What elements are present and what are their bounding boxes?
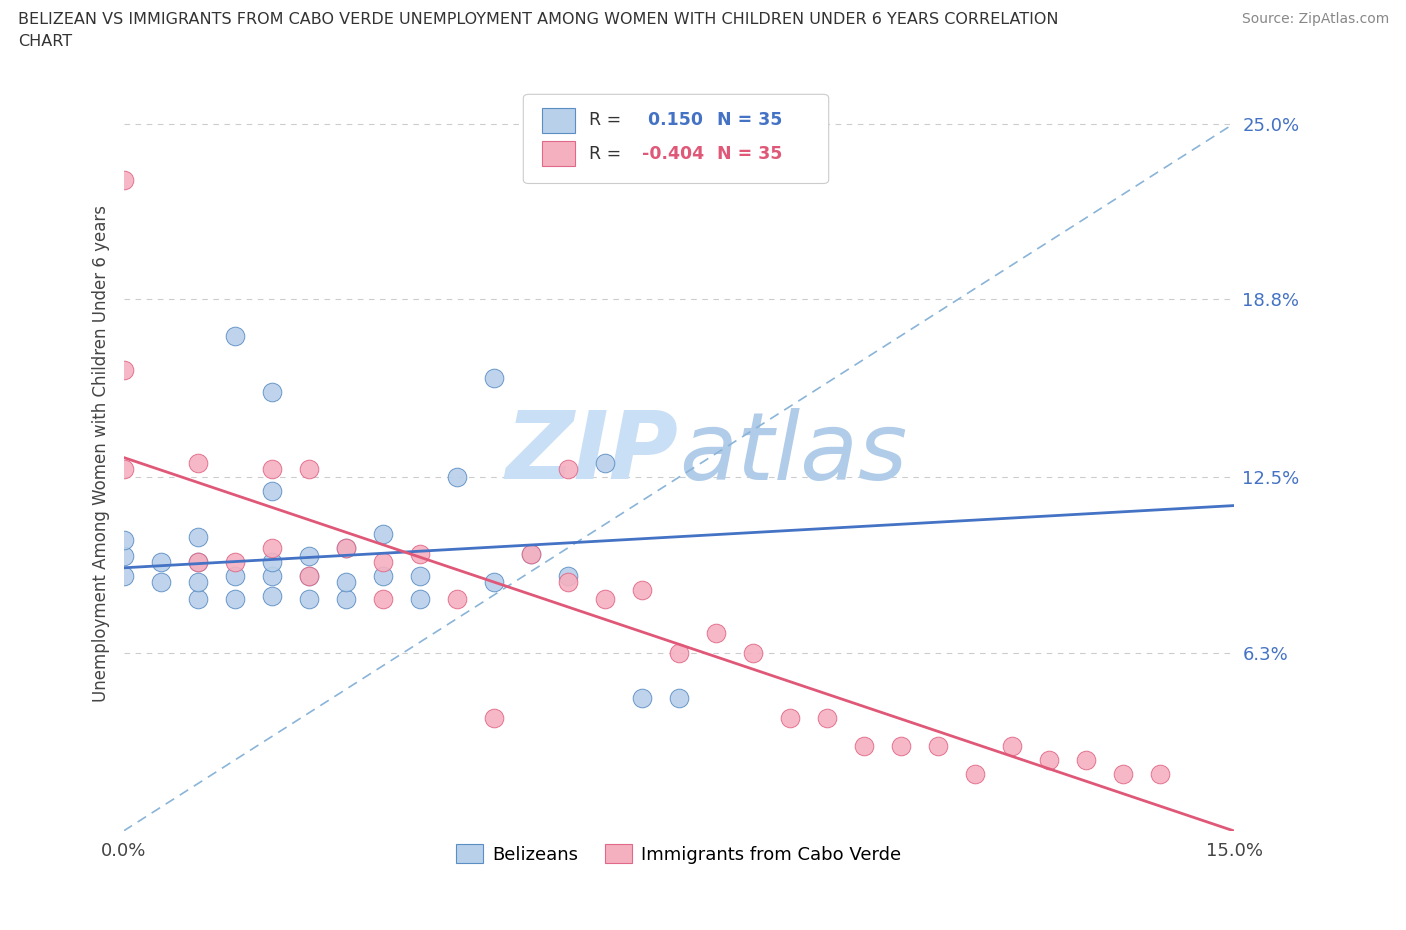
Point [335, 575, 357, 590]
Point [371, 591, 394, 606]
Point [519, 546, 541, 561]
Point [224, 328, 246, 343]
Point [187, 554, 209, 569]
Legend: Belizeans, Immigrants from Cabo Verde: Belizeans, Immigrants from Cabo Verde [449, 837, 908, 871]
Point [335, 591, 357, 606]
Text: N = 35: N = 35 [717, 112, 782, 129]
Point [260, 540, 283, 555]
Point [260, 554, 283, 569]
Point [408, 569, 430, 584]
Point [371, 554, 394, 569]
Point [149, 575, 172, 590]
FancyBboxPatch shape [543, 141, 575, 166]
Text: atlas: atlas [679, 407, 907, 498]
Point [187, 529, 209, 544]
Point [112, 461, 135, 476]
Point [446, 470, 468, 485]
Point [408, 591, 430, 606]
Point [187, 575, 209, 590]
Point [1112, 767, 1135, 782]
Point [482, 575, 505, 590]
Point [297, 569, 319, 584]
Point [519, 546, 541, 561]
Point [297, 549, 319, 564]
Point [927, 738, 949, 753]
Text: R =: R = [589, 112, 627, 129]
Text: R =: R = [589, 145, 627, 163]
Point [557, 575, 579, 590]
Point [557, 461, 579, 476]
Text: -0.404: -0.404 [643, 145, 704, 163]
Point [297, 569, 319, 584]
Point [297, 461, 319, 476]
Point [482, 711, 505, 725]
Point [815, 711, 838, 725]
Point [297, 591, 319, 606]
Y-axis label: Unemployment Among Women with Children Under 6 years: Unemployment Among Women with Children U… [93, 205, 110, 702]
Point [1149, 767, 1171, 782]
Point [668, 645, 690, 660]
Point [112, 549, 135, 564]
Point [779, 711, 801, 725]
Point [593, 591, 616, 606]
Point [187, 456, 209, 471]
Point [890, 738, 912, 753]
Point [446, 591, 468, 606]
Point [630, 691, 652, 706]
Point [852, 738, 875, 753]
Point [224, 569, 246, 584]
Point [630, 583, 652, 598]
Point [371, 569, 394, 584]
Point [187, 591, 209, 606]
Point [224, 591, 246, 606]
Point [260, 484, 283, 498]
Text: 0.150: 0.150 [643, 112, 703, 129]
Text: BELIZEAN VS IMMIGRANTS FROM CABO VERDE UNEMPLOYMENT AMONG WOMEN WITH CHILDREN UN: BELIZEAN VS IMMIGRANTS FROM CABO VERDE U… [18, 12, 1059, 27]
Point [704, 626, 727, 641]
Point [112, 569, 135, 584]
Point [593, 456, 616, 471]
Point [482, 371, 505, 386]
Text: Source: ZipAtlas.com: Source: ZipAtlas.com [1241, 12, 1389, 26]
Point [1074, 752, 1097, 767]
Point [224, 554, 246, 569]
Point [335, 540, 357, 555]
Point [260, 569, 283, 584]
Point [112, 363, 135, 378]
Point [963, 767, 986, 782]
Point [149, 554, 172, 569]
Point [1038, 752, 1060, 767]
Text: CHART: CHART [18, 34, 72, 49]
Point [260, 461, 283, 476]
Point [408, 546, 430, 561]
Point [112, 173, 135, 188]
Point [260, 589, 283, 604]
Point [112, 532, 135, 547]
Text: ZIP: ZIP [506, 407, 679, 499]
Point [371, 526, 394, 541]
Point [187, 554, 209, 569]
Text: N = 35: N = 35 [717, 145, 782, 163]
Point [260, 385, 283, 400]
FancyBboxPatch shape [543, 108, 575, 133]
Point [741, 645, 763, 660]
Point [668, 691, 690, 706]
Point [335, 540, 357, 555]
FancyBboxPatch shape [523, 94, 828, 183]
Point [557, 569, 579, 584]
Point [1001, 738, 1024, 753]
